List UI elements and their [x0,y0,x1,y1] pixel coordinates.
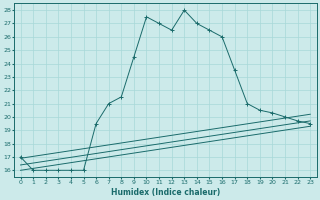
X-axis label: Humidex (Indice chaleur): Humidex (Indice chaleur) [111,188,220,197]
